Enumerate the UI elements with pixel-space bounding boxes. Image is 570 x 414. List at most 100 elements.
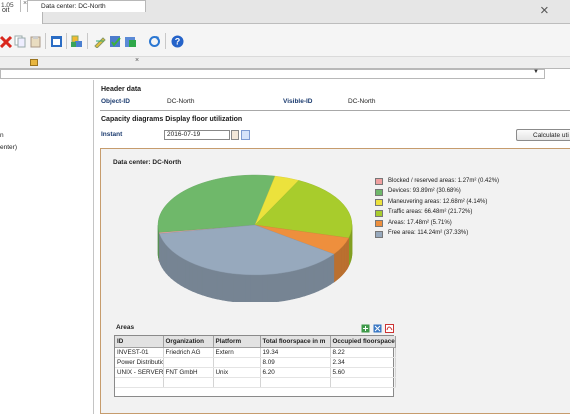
pie-slice-side-5 [192, 263, 198, 294]
legend-entry: Free area: 114.24m² (37.33%) [388, 230, 469, 236]
pie-slice-side-5 [244, 274, 251, 302]
pie-slice-side-5 [326, 255, 331, 288]
visible-id-value: DC-North [348, 98, 376, 105]
pie-slice-side-5 [184, 258, 190, 291]
pie-slice-side-5 [216, 270, 223, 301]
pie-slice-side-5 [180, 256, 186, 288]
pie-slice-side-5 [201, 266, 208, 297]
paste-icon[interactable] [29, 35, 42, 48]
column-header-platform[interactable]: Platform [213, 336, 261, 348]
calculate-button[interactable]: Calculate uti [516, 129, 570, 141]
pie-chart [157, 174, 353, 302]
apply-date-icon[interactable] [241, 130, 250, 140]
cell-platform [213, 357, 261, 368]
toolbar-separator [87, 33, 88, 49]
toolbar-separator [165, 33, 166, 49]
chevron-down-icon[interactable]: ▼ [533, 69, 539, 75]
pie-slice-side-5 [289, 270, 295, 301]
column-header-occupied-floorspace[interactable]: Occupied floorspace [330, 336, 396, 348]
navigation-dropdown[interactable] [0, 69, 545, 79]
table-row[interactable] [115, 377, 396, 388]
areas-title: Areas [116, 324, 135, 331]
legend-swatch [375, 178, 383, 185]
cell-id: Power Distributio [115, 357, 164, 368]
calculate-button-label: Calculate uti [533, 132, 569, 139]
cell-organization: Friedrich AG [163, 347, 214, 358]
pie-slice-side-5 [206, 268, 213, 299]
legend-entry: Maneuvering areas: 12.68m² (4.14%) [388, 198, 488, 205]
copy-icon[interactable] [14, 35, 27, 48]
cell-total [260, 377, 331, 388]
edit-icon[interactable] [94, 35, 107, 48]
areas-table: ID Organization Platform Total floorspac… [114, 335, 396, 397]
instant-date-field[interactable]: 2016-07-19 [164, 130, 230, 140]
objects-icon[interactable] [70, 35, 83, 48]
table-row[interactable]: UNIX - SERVERFA FNT GmbH Unix 6.20 5.60 [115, 367, 396, 378]
export-icon[interactable] [361, 324, 370, 333]
cell-organization: FNT GmbH [163, 367, 214, 378]
pie-slice-5 [159, 224, 335, 276]
cell-platform [213, 377, 261, 388]
legend-swatch [375, 230, 383, 238]
pie-slice-side-5 [233, 273, 240, 302]
legend-swatch [375, 188, 383, 196]
table-row[interactable]: Power Distributio 8.09 2.34 [115, 357, 396, 368]
cell-platform: Extern [213, 347, 261, 358]
window-icon[interactable] [50, 35, 63, 48]
instant-label: Instant [101, 131, 123, 138]
pie-slice-side-5 [304, 265, 310, 297]
cell-id: INVEST-01 [115, 347, 164, 358]
cell-total: 19.34 [260, 347, 331, 358]
cell-id: UNIX - SERVERFA [115, 367, 164, 378]
pie-slice-1 [157, 174, 276, 233]
pie-slice-side-5 [165, 244, 169, 277]
pie-slice-side-5 [299, 267, 306, 298]
table-row[interactable]: INVEST-01 Friedrich AG Extern 19.34 8.22 [115, 347, 396, 358]
tree-item[interactable]: enter) [0, 144, 17, 151]
pie-slice-side-5 [278, 272, 285, 302]
pie-slice-side-5 [227, 272, 234, 302]
tab-previous[interactable]: 1.05 [0, 0, 21, 12]
legend-swatch [375, 220, 383, 227]
pie-slice-side-5 [318, 260, 324, 292]
chart-title: Data center: DC-North [113, 159, 182, 166]
column-header-total-floorspace[interactable]: Total floorspace in m [260, 336, 331, 348]
check-icon[interactable] [109, 35, 122, 48]
instant-date-value: 2016-07-19 [167, 131, 201, 138]
visible-id-label: Visible-ID [283, 98, 313, 105]
cell-total: 6.20 [260, 367, 331, 378]
pie-slice-side-5 [283, 271, 290, 302]
calendar-icon[interactable] [231, 130, 239, 140]
pie-slice-side-5 [222, 271, 229, 302]
pdf-icon[interactable] [385, 324, 394, 333]
svg-text:?: ? [175, 37, 181, 47]
close-icon[interactable]: × [135, 57, 140, 64]
toolbar: ? [0, 24, 570, 57]
pie-slice-side-5 [330, 253, 335, 286]
column-header-organization[interactable]: Organization [163, 336, 214, 348]
object-id-value: DC-North [167, 98, 195, 105]
close-icon[interactable]: × [23, 0, 28, 7]
refresh-icon[interactable] [148, 35, 161, 48]
excel-icon[interactable] [373, 324, 382, 333]
pie-slice-side-5 [250, 274, 257, 302]
legend-entry: Areas: 17.48m² (5.71%) [388, 219, 452, 226]
tree-panel: n enter) [0, 80, 94, 414]
cell-occupied: 8.22 [330, 347, 396, 358]
cell-occupied: 5.60 [330, 367, 396, 378]
tab-data-center[interactable]: Data center: DC-North [27, 0, 146, 12]
pie-slice-side-5 [267, 273, 274, 302]
help-icon[interactable]: ? [171, 35, 184, 48]
window-tab-label: oit [2, 7, 10, 14]
column-header-id[interactable]: ID [115, 336, 164, 348]
pie-slice-side-5 [261, 274, 268, 302]
pie-slice-side-5 [211, 269, 218, 300]
pie-slice-side-5 [255, 274, 263, 302]
tab-label: Data center: DC-North [41, 3, 106, 10]
pie-slice-side-5 [272, 273, 279, 302]
delete-icon[interactable] [0, 35, 13, 48]
properties-icon[interactable] [124, 35, 137, 48]
tree-item[interactable]: n [0, 132, 4, 139]
close-icon[interactable]: × [540, 2, 549, 19]
cell-platform: Unix [213, 367, 261, 378]
